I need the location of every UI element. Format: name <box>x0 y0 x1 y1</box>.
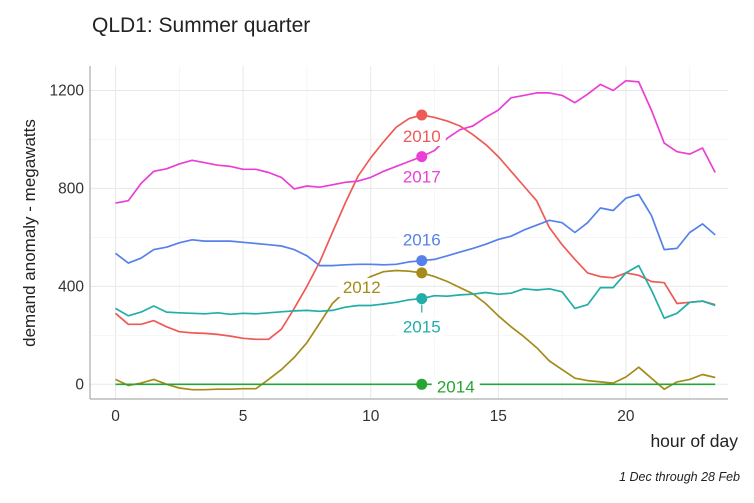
series-label-bg <box>397 230 446 250</box>
series-marker-2014 <box>416 378 428 390</box>
series-label-bg <box>337 277 386 297</box>
series-lines <box>114 79 716 391</box>
series-label-bg <box>397 167 446 187</box>
series-line-2012 <box>115 269 716 391</box>
x-tick-label: 5 <box>239 408 248 425</box>
series-labels: 2010 2017 2016 2012 2015 2014 <box>337 126 480 397</box>
series-label-2016: 2016 <box>403 231 441 250</box>
series-marker-2010 <box>416 109 428 121</box>
series-label-bg <box>397 126 446 146</box>
series-label-bg <box>397 317 446 337</box>
x-tick-label: 15 <box>490 408 507 425</box>
series-line-2016 <box>114 193 716 267</box>
y-tick-label: 400 <box>58 278 84 295</box>
series-line-2017 <box>115 79 716 204</box>
x-tick-label: 20 <box>617 408 635 425</box>
series-label-2017: 2017 <box>403 168 441 187</box>
axes <box>89 66 728 400</box>
y-tick-label: 1200 <box>50 82 85 99</box>
series-label-2014: 2014 <box>437 377 475 396</box>
tick-labels: 0 5 10 15 20 0 400 800 1200 <box>50 82 635 425</box>
y-tick-label: 800 <box>58 180 84 197</box>
series-marker-2015 <box>416 293 428 305</box>
x-tick-label: 10 <box>362 408 380 425</box>
series-marker-2017 <box>416 151 428 163</box>
x-axis-label: hour of day <box>650 431 738 451</box>
series-marker-2016 <box>416 255 428 267</box>
series-line-2010 <box>114 114 716 341</box>
chart-title: QLD1: Summer quarter <box>92 14 311 37</box>
series-label-2015: 2015 <box>403 318 441 337</box>
chart-caption: 1 Dec through 28 Feb <box>619 470 740 484</box>
y-tick-label: 0 <box>75 376 84 393</box>
series-markers <box>416 109 428 390</box>
series-line-2015 <box>115 264 716 320</box>
x-tick-label: 0 <box>111 408 120 425</box>
series-label-2010: 2010 <box>403 127 441 146</box>
series-label-bg <box>431 377 480 397</box>
series-marker-2012 <box>416 267 428 279</box>
series-label-2012: 2012 <box>343 278 381 297</box>
